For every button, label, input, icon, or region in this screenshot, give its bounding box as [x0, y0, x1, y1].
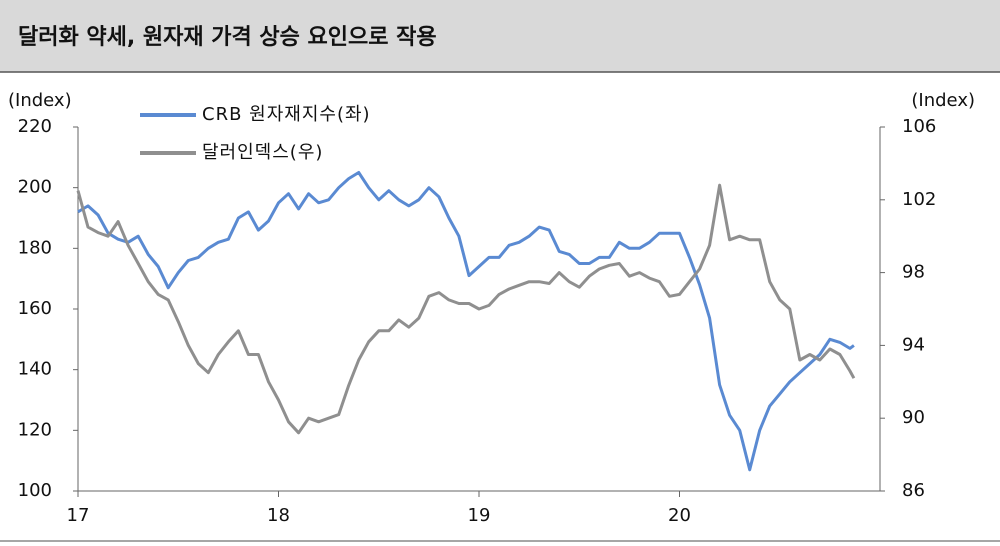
y2-tick-label: 106	[902, 116, 936, 137]
y-axis-label: (Index)	[8, 90, 72, 111]
y2-tick-label: 86	[902, 480, 925, 501]
y-tick-label: 140	[18, 359, 52, 380]
y-tick-label: 160	[18, 298, 52, 319]
x-tick-label: 19	[468, 505, 491, 526]
y-tick-label: 220	[18, 116, 52, 137]
y2-tick-label: 102	[902, 189, 936, 210]
y2-axis-label: (Index)	[911, 90, 975, 111]
series-line	[77, 171, 855, 472]
legend-label: 달러인덱스(우)	[202, 142, 323, 163]
y-tick-label: 180	[18, 237, 52, 258]
y-tick-label: 100	[18, 480, 52, 501]
y2-tick-label: 94	[902, 334, 925, 355]
y-tick-label: 200	[18, 177, 52, 198]
chart-title: 달러화 약세, 원자재 가격 상승 요인으로 작용	[18, 25, 437, 50]
y2-tick-label: 98	[902, 262, 925, 283]
x-tick-label: 17	[67, 505, 90, 526]
title-bar	[0, 0, 1000, 72]
y-tick-label: 120	[18, 419, 52, 440]
x-tick-label: 20	[668, 505, 691, 526]
x-tick-label: 18	[267, 505, 290, 526]
y2-tick-label: 90	[902, 407, 925, 428]
series-line	[76, 183, 856, 435]
legend-label: CRB 원자재지수(좌)	[202, 104, 371, 125]
